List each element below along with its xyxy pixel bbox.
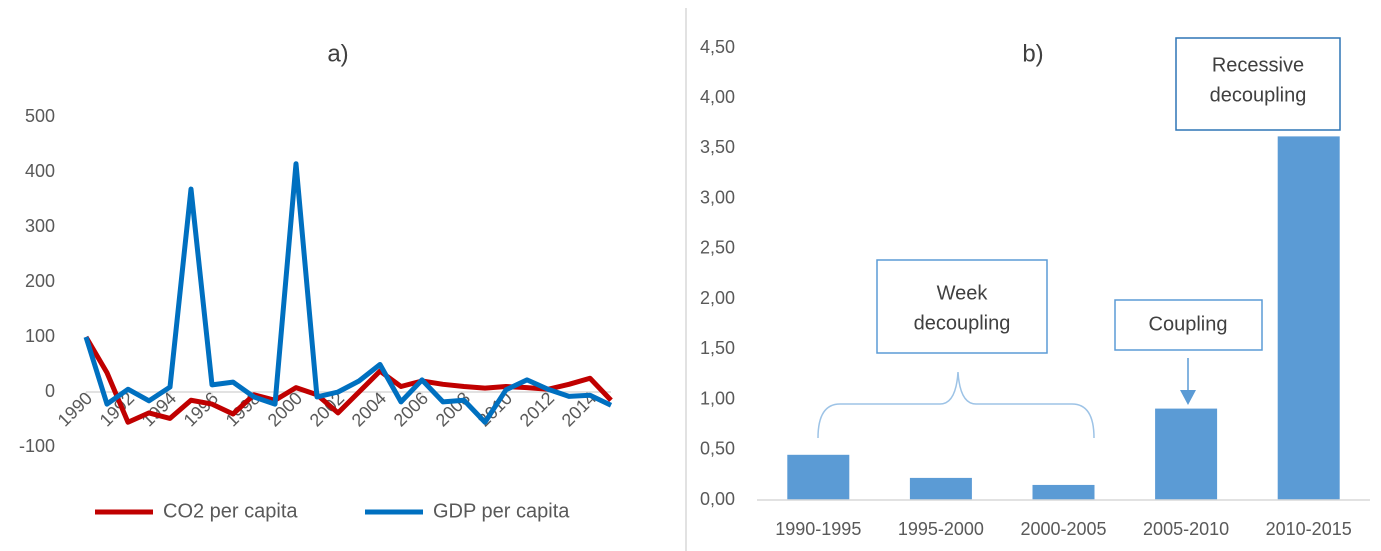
- x-tick-label: 1990: [54, 388, 96, 430]
- series-line: [83, 335, 613, 425]
- chart-title: b): [1022, 40, 1043, 67]
- y-tick-label: 0: [45, 381, 55, 401]
- y-tick-label: 1,00: [700, 388, 735, 408]
- arrow-head: [1180, 390, 1196, 405]
- bar: [1032, 484, 1095, 500]
- y-tick-label: 3,00: [700, 187, 735, 207]
- annotation-text: Week: [937, 282, 989, 304]
- y-tick-label: 500: [25, 106, 55, 126]
- annotation-text: decoupling: [914, 312, 1011, 334]
- legend-label: CO2 per capita: [163, 500, 298, 522]
- y-tick-label: 2,50: [700, 238, 735, 258]
- x-tick-label: 2005-2010: [1143, 519, 1229, 539]
- annotation-box: [1114, 299, 1263, 351]
- x-tick-label: 2010-2015: [1266, 519, 1352, 539]
- series-line: [83, 161, 613, 425]
- annotation-text: decoupling: [1210, 84, 1307, 106]
- y-tick-label: 200: [25, 271, 55, 291]
- bar: [909, 477, 972, 500]
- bar: [1277, 136, 1340, 500]
- y-tick-label: 4,50: [700, 37, 735, 57]
- x-tick-label: 1996: [180, 388, 222, 430]
- legend-label: GDP per capita: [433, 500, 570, 522]
- x-tick-label: 1995-2000: [898, 519, 984, 539]
- chart-title: a): [327, 40, 348, 67]
- y-tick-label: 0,00: [700, 489, 735, 509]
- y-tick-label: 3,50: [700, 137, 735, 157]
- x-tick-label: 2012: [516, 388, 558, 430]
- y-tick-label: 1,50: [700, 338, 735, 358]
- y-tick-label: 100: [25, 326, 55, 346]
- y-tick-label: 400: [25, 161, 55, 181]
- x-tick-label: 2000-2005: [1020, 519, 1106, 539]
- annotation-box: [876, 259, 1048, 354]
- x-tick-label: 1990-1995: [775, 519, 861, 539]
- y-tick-label: 300: [25, 216, 55, 236]
- y-tick-label: -100: [19, 436, 55, 456]
- y-tick-label: 0,50: [700, 439, 735, 459]
- y-tick-label: 2,00: [700, 288, 735, 308]
- annotation-box: [1175, 37, 1341, 131]
- bar: [787, 454, 850, 500]
- y-tick-label: 4,00: [700, 87, 735, 107]
- brace: [817, 371, 1095, 439]
- bar: [1155, 408, 1218, 500]
- annotation-text: Coupling: [1149, 313, 1228, 335]
- annotation-text: Recessive: [1212, 54, 1304, 76]
